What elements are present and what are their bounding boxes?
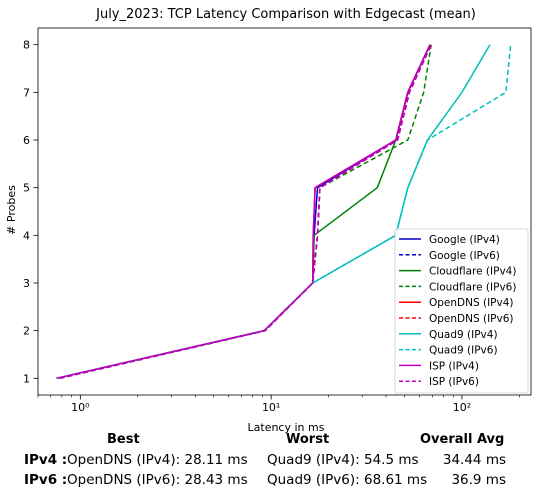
y-axis-label: # Probes [5, 185, 18, 235]
y-tick-label: 4 [23, 229, 30, 242]
latency-summary: Best Worst Overall Avg IPv4 : OpenDNS (I… [0, 430, 541, 496]
series-line-isp-ipv6 [59, 44, 432, 380]
plot-frame [37, 27, 532, 396]
ipv6-best-value: OpenDNS (IPv6): 28.43 ms [67, 472, 248, 488]
ipv4-row-label: IPv4 : [24, 452, 68, 468]
y-tick-label: 1 [23, 372, 30, 385]
x-axis-label: Latency in ms [248, 421, 325, 434]
latency-chart: July_2023: TCP Latency Comparison with E… [5, 7, 532, 434]
ipv6-row-label: IPv6 : [24, 472, 68, 488]
x-tick-label: 10² [453, 401, 471, 414]
ipv4-avg-value: 34.44 ms [442, 452, 506, 468]
series-line-opendns-ipv4 [56, 44, 431, 380]
legend-label: Cloudflare (IPv4) [429, 266, 516, 278]
series-line-cloudflare-ipv4 [56, 44, 431, 380]
best-header: Best [107, 432, 140, 447]
series-line-opendns-ipv6 [59, 44, 432, 380]
legend-label: Quad9 (IPv6) [429, 345, 498, 357]
legend-label: ISP (IPv4) [429, 360, 479, 372]
ipv6-worst-value: Quad9 (IPv6): 68.61 ms [267, 472, 428, 488]
legend-label: Google (IPv6) [429, 250, 500, 262]
legend-label: OpenDNS (IPv4) [429, 297, 514, 309]
x-tick-label: 10¹ [262, 401, 280, 414]
legend-label: Google (IPv4) [429, 234, 500, 246]
series-line-google-ipv6 [59, 44, 432, 380]
ipv4-worst-value: Quad9 (IPv4): 54.5 ms [267, 452, 419, 468]
legend-label: Cloudflare (IPv6) [429, 281, 516, 293]
y-tick-label: 3 [23, 277, 30, 290]
legend-label: Quad9 (IPv4) [429, 329, 498, 341]
legend-label: OpenDNS (IPv6) [429, 313, 514, 325]
legend-box [394, 228, 529, 394]
legend-label: ISP (IPv6) [429, 376, 479, 388]
overall-avg-header: Overall Avg [420, 432, 505, 447]
chart-title: July_2023: TCP Latency Comparison with E… [95, 7, 476, 22]
y-tick-label: 6 [23, 134, 30, 147]
series-line-cloudflare-ipv6 [59, 44, 432, 380]
y-tick-label: 8 [23, 39, 30, 52]
worst-header: Worst [286, 432, 330, 447]
ipv6-avg-value: 36.9 ms [451, 472, 506, 488]
series-line-isp-ipv4 [56, 44, 431, 380]
ipv4-best-value: OpenDNS (IPv4): 28.11 ms [67, 452, 248, 468]
x-tick-label: 10⁰ [71, 401, 90, 414]
series-line-google-ipv4 [56, 44, 431, 380]
y-tick-label: 2 [23, 325, 30, 338]
y-tick-label: 7 [23, 86, 30, 99]
plot-area: 10⁰ 10¹ 10² 1 2 3 4 5 6 7 8 Google (IPv4) Google (IP… [23, 27, 532, 414]
y-tick-label: 5 [23, 182, 30, 195]
